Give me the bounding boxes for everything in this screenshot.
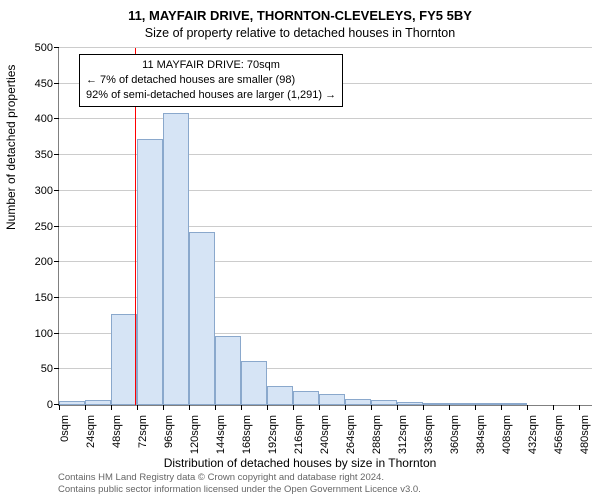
xtick-mark bbox=[189, 405, 190, 410]
xtick-mark bbox=[345, 405, 346, 410]
xtick-mark bbox=[579, 405, 580, 410]
xtick-mark bbox=[241, 405, 242, 410]
attribution-line1: Contains HM Land Registry data © Crown c… bbox=[58, 472, 421, 484]
chart-container: 11, MAYFAIR DRIVE, THORNTON-CLEVELEYS, F… bbox=[0, 0, 600, 500]
ytick-label: 150 bbox=[35, 292, 59, 304]
histogram-bar bbox=[189, 232, 215, 405]
gridline-h bbox=[59, 118, 592, 119]
attribution-line2: Contains public sector information licen… bbox=[58, 484, 421, 496]
chart-title: 11, MAYFAIR DRIVE, THORNTON-CLEVELEYS, F… bbox=[0, 8, 600, 23]
histogram-bar bbox=[501, 403, 527, 405]
histogram-bar bbox=[423, 403, 449, 405]
xtick-mark bbox=[59, 405, 60, 410]
histogram-bar bbox=[345, 399, 371, 405]
xtick-mark bbox=[501, 405, 502, 410]
x-axis-label: Distribution of detached houses by size … bbox=[0, 456, 600, 470]
histogram-bar bbox=[371, 400, 397, 405]
annotation-line3: 92% of semi-detached houses are larger (… bbox=[86, 88, 336, 103]
ytick-label: 350 bbox=[35, 149, 59, 161]
ytick-label: 200 bbox=[35, 256, 59, 268]
xtick-mark bbox=[553, 405, 554, 410]
xtick-mark bbox=[423, 405, 424, 410]
attribution: Contains HM Land Registry data © Crown c… bbox=[58, 472, 421, 496]
histogram-bar bbox=[397, 402, 423, 405]
plot-area: 0501001502002503003504004505000sqm24sqm4… bbox=[58, 48, 592, 406]
xtick-mark bbox=[449, 405, 450, 410]
xtick-mark bbox=[527, 405, 528, 410]
xtick-mark bbox=[293, 405, 294, 410]
histogram-bar bbox=[111, 314, 137, 405]
annotation-line2: ← 7% of detached houses are smaller (98) bbox=[86, 73, 336, 88]
histogram-bar bbox=[85, 400, 111, 405]
xtick-mark bbox=[163, 405, 164, 410]
ytick-label: 50 bbox=[41, 363, 59, 375]
annotation-box: 11 MAYFAIR DRIVE: 70sqm ← 7% of detached… bbox=[79, 54, 343, 107]
histogram-bar bbox=[293, 391, 319, 405]
histogram-bar bbox=[215, 336, 241, 405]
histogram-bar bbox=[163, 113, 189, 405]
xtick-mark bbox=[475, 405, 476, 410]
chart-subtitle: Size of property relative to detached ho… bbox=[0, 26, 600, 40]
ytick-label: 100 bbox=[35, 328, 59, 340]
xtick-mark bbox=[397, 405, 398, 410]
xtick-mark bbox=[215, 405, 216, 410]
xtick-mark bbox=[111, 405, 112, 410]
ytick-label: 500 bbox=[35, 42, 59, 54]
ytick-label: 450 bbox=[35, 78, 59, 90]
annotation-line1: 11 MAYFAIR DRIVE: 70sqm bbox=[86, 58, 336, 73]
histogram-bar bbox=[475, 403, 501, 405]
xtick-mark bbox=[85, 405, 86, 410]
y-axis-label: Number of detached properties bbox=[4, 65, 18, 230]
xtick-mark bbox=[319, 405, 320, 410]
xtick-mark bbox=[371, 405, 372, 410]
histogram-bar bbox=[449, 403, 475, 405]
ytick-label: 300 bbox=[35, 185, 59, 197]
xtick-mark bbox=[137, 405, 138, 410]
histogram-bar bbox=[137, 139, 163, 405]
histogram-bar bbox=[59, 401, 85, 405]
ytick-label: 0 bbox=[47, 399, 59, 411]
gridline-h bbox=[59, 47, 592, 48]
ytick-label: 400 bbox=[35, 113, 59, 125]
ytick-label: 250 bbox=[35, 221, 59, 233]
histogram-bar bbox=[319, 394, 345, 405]
xtick-mark bbox=[267, 405, 268, 410]
histogram-bar bbox=[267, 386, 293, 405]
histogram-bar bbox=[241, 361, 267, 405]
